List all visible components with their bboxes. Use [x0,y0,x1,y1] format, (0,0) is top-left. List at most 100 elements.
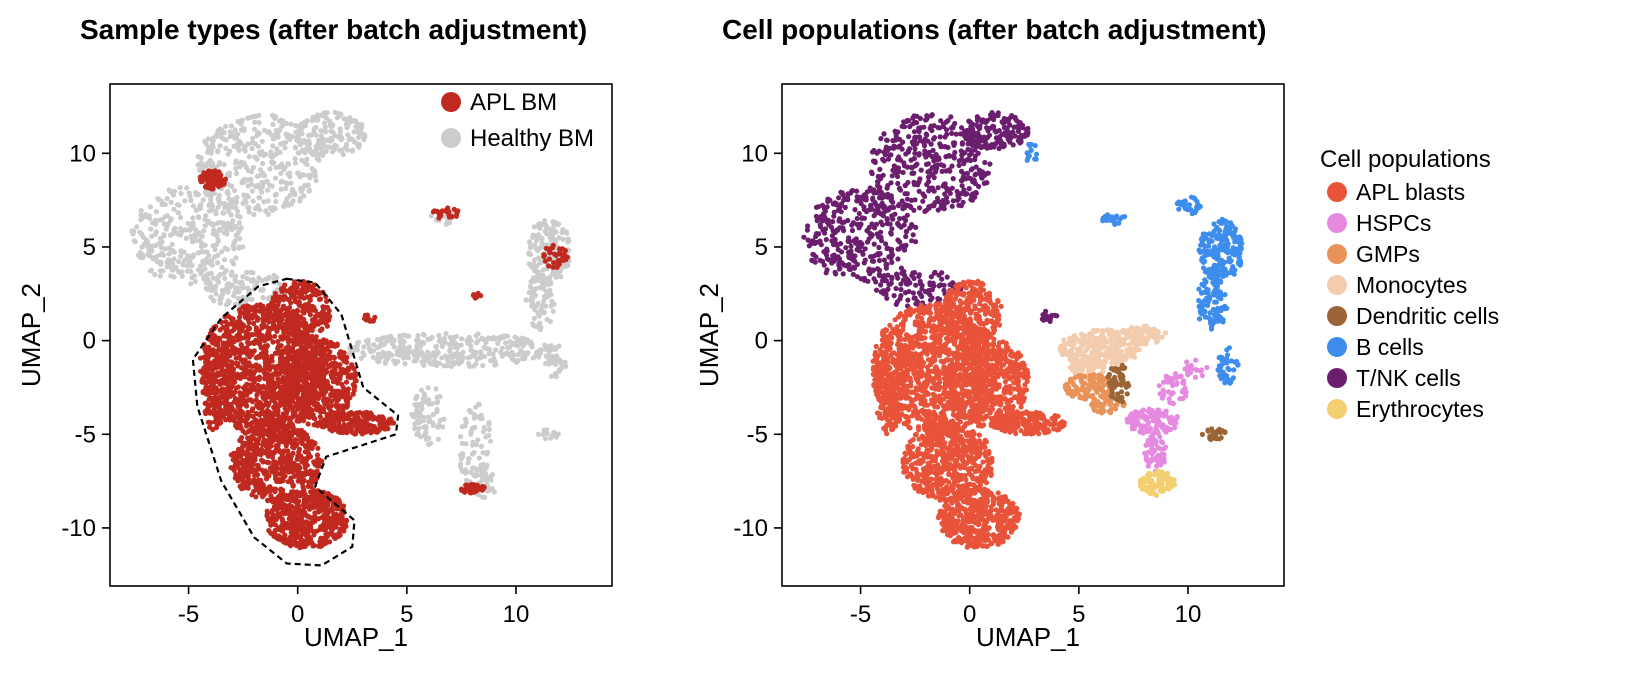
data-point [475,338,481,344]
data-point [458,434,464,440]
data-point [354,343,360,349]
data-point [470,349,476,355]
data-point [339,426,345,432]
data-point [295,322,301,328]
data-point [548,373,554,379]
data-point [295,378,301,384]
data-point [293,350,300,356]
data-point [300,395,306,401]
data-point [341,528,347,534]
data-point [484,451,490,457]
data-point [330,388,336,394]
data-point [255,431,261,437]
data-point [223,137,229,143]
data-point [473,361,479,367]
data-point [218,393,225,399]
data-point [233,385,239,391]
data-point [134,224,140,230]
data-point [459,440,465,446]
data-point [337,147,343,153]
data-point [458,342,464,348]
data-point [337,129,343,135]
data-point [290,450,296,456]
data-point [270,143,276,149]
data-point [251,211,257,218]
data-point [219,249,225,255]
data-point [414,431,420,437]
data-point [527,251,534,258]
data-point [396,346,402,352]
data-point [295,355,301,361]
data-point [286,161,292,167]
data-point [274,146,280,152]
data-point [287,170,293,176]
data-point [260,160,266,167]
data-point [293,499,299,505]
data-point [320,379,326,385]
data-point [444,357,451,363]
data-point [209,400,216,406]
data-point [311,415,317,421]
data-point [251,320,257,327]
data-point [248,382,254,388]
data-point [265,211,271,217]
data-point [387,420,393,426]
data-point [406,333,412,339]
data-point [290,444,296,450]
data-point [321,408,327,414]
data-point [274,317,280,323]
data-point [249,278,255,284]
data-point [220,291,226,297]
data-point [253,387,259,393]
data-point [436,360,443,366]
data-point [319,542,325,548]
data-point [170,230,176,236]
data-point [250,198,256,204]
data-point [277,149,283,155]
data-point [154,258,160,265]
data-point [430,352,436,358]
data-point [254,280,260,286]
data-point [214,378,220,385]
data-point [214,277,220,283]
data-point [410,413,416,419]
data-point [274,411,280,417]
data-point [228,123,234,129]
data-point [523,297,529,303]
data-point [261,199,267,205]
data-point [417,412,423,418]
data-point [273,114,279,120]
data-point [263,276,269,282]
data-point [274,129,280,135]
data-point [356,134,362,141]
data-point [195,153,201,160]
data-point [219,264,225,270]
data-point [309,118,315,124]
data-point [310,543,316,549]
data-point [292,192,298,198]
data-point [288,287,294,293]
data-point [251,126,257,132]
data-point [230,316,236,322]
data-point [273,191,279,197]
data-point [260,353,267,359]
data-point [171,188,178,194]
data-point [176,259,182,265]
data-point [337,354,343,360]
data-point [201,228,207,234]
data-point [265,487,271,494]
data-point [165,213,171,219]
data-point [528,279,534,285]
data-point [138,217,144,223]
data-point [254,392,260,398]
data-point [295,504,302,510]
data-point [478,412,484,418]
data-point [463,416,469,422]
data-point [261,469,267,475]
data-point [262,127,268,133]
data-point [231,327,237,333]
data-point [293,535,299,541]
data-point [293,129,299,135]
data-point [491,356,497,362]
data-point [269,437,275,443]
